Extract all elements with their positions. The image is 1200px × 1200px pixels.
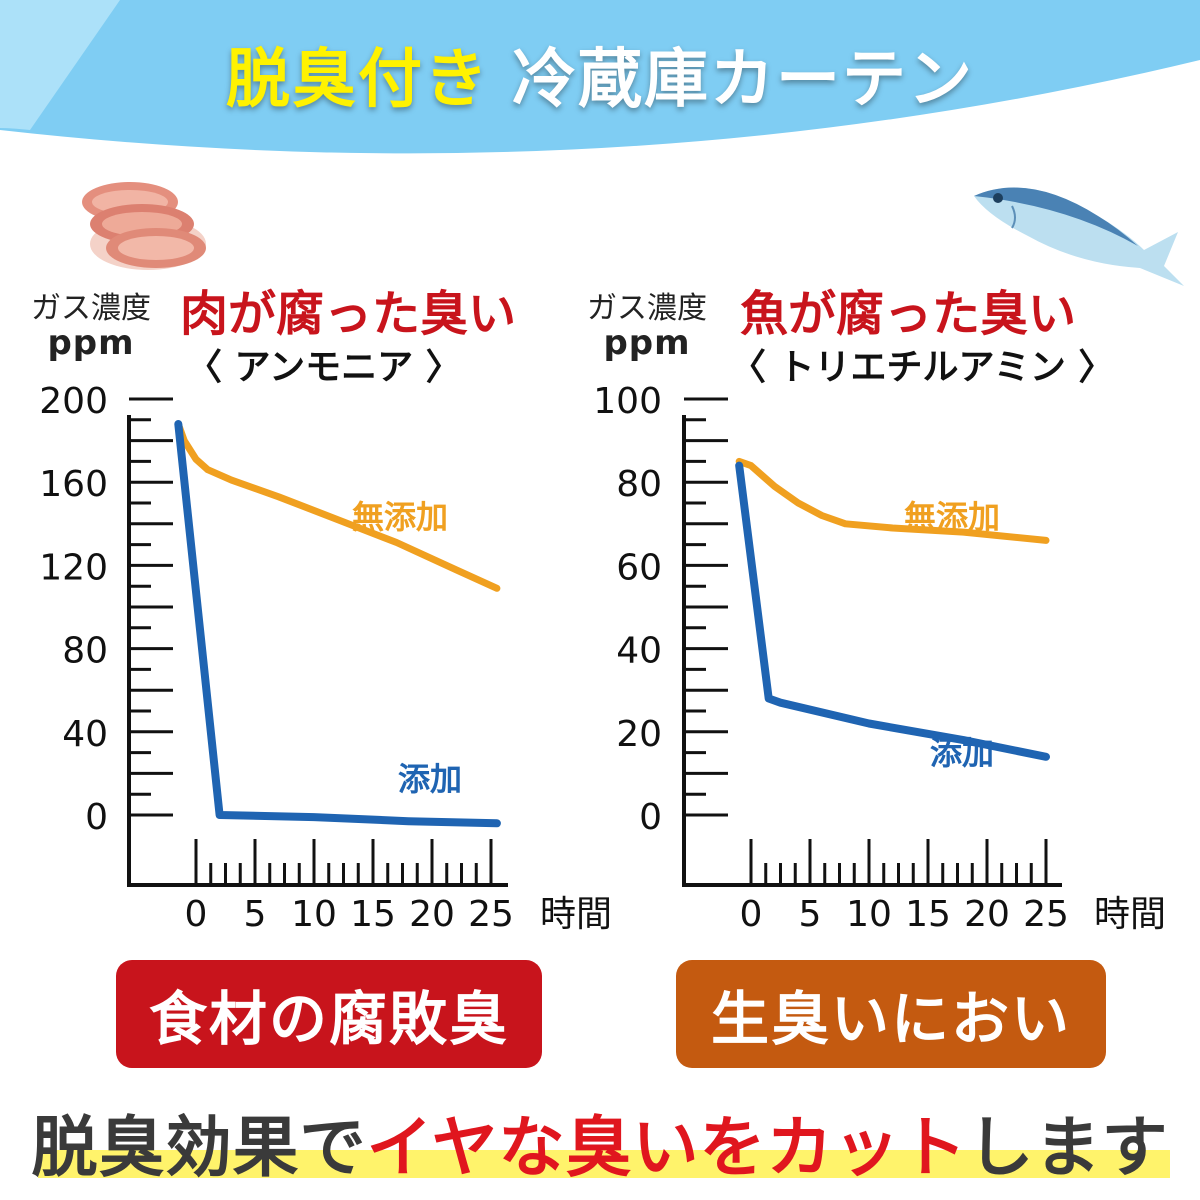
left-x-axis-label: 時間 xyxy=(540,894,612,935)
footer-highlight-band xyxy=(38,1150,1170,1178)
rotting-food-odor-label: 食材の腐敗臭 xyxy=(116,960,542,1068)
header-banner xyxy=(0,0,1200,154)
left-x-tick-label: 15 xyxy=(350,894,396,935)
left-y-tick-label: 0 xyxy=(85,797,108,838)
right-y-tick-label: 20 xyxy=(616,714,662,755)
left-y-tick-label: 120 xyxy=(39,547,108,588)
footer-part1: 脱臭効果で xyxy=(31,1109,367,1186)
title-rest: 冷蔵庫カーテン xyxy=(512,43,974,117)
footer-part3: します xyxy=(967,1109,1169,1186)
left-y-tick-label: 40 xyxy=(62,714,108,755)
left-ylabel-unit: ppm xyxy=(47,323,135,363)
right-ylabel-unit: ppm xyxy=(603,323,691,363)
fishy-odor-label: 生臭いにおい xyxy=(676,960,1106,1068)
left-series-label-no-additive: 無添加 xyxy=(352,498,448,536)
footer-message: 脱臭効果でイヤな臭いをカットします xyxy=(0,1094,1200,1190)
right-x-tick-label: 0 xyxy=(740,894,763,935)
right-x-tick-label: 20 xyxy=(964,894,1010,935)
title-highlight: 脱臭付き xyxy=(226,43,490,117)
left-x-tick-label: 20 xyxy=(409,894,455,935)
left-x-tick-label: 25 xyxy=(468,894,514,935)
left-x-tick-label: 10 xyxy=(291,894,337,935)
right-series-label-added: 添加 xyxy=(930,734,994,772)
left-series-label-added: 添加 xyxy=(398,760,462,798)
footer-part2: イヤな臭いをカット xyxy=(366,1109,968,1186)
right-x-tick-label: 15 xyxy=(905,894,951,935)
page-title: 脱臭付き 冷蔵庫カーテン xyxy=(0,28,1200,120)
right-x-axis-label: 時間 xyxy=(1094,894,1166,935)
right-series-line-added xyxy=(735,461,1050,761)
right-axes xyxy=(682,415,1062,887)
fish-icon xyxy=(974,187,1184,286)
left-y-tick-label: 160 xyxy=(39,464,108,505)
right-y-tick-label: 100 xyxy=(593,381,662,422)
right-y-tick-label: 80 xyxy=(616,464,662,505)
right-x-tick-label: 25 xyxy=(1023,894,1069,935)
right-y-axis-label: ガス濃度 ppm xyxy=(582,292,712,362)
left-y-tick-label: 80 xyxy=(62,631,108,672)
right-series-line-no-additive xyxy=(735,457,1050,544)
left-y-tick-label: 200 xyxy=(39,381,108,422)
left-chart-title: 肉が腐った臭い xyxy=(180,286,517,342)
right-ylabel-text: ガス濃度 xyxy=(587,291,707,326)
left-x-tick-label: 0 xyxy=(185,894,208,935)
right-x-tick-label: 5 xyxy=(799,894,822,935)
left-ylabel-text: ガス濃度 xyxy=(31,291,151,326)
right-y-tick-label: 0 xyxy=(639,797,662,838)
left-x-tick-label: 5 xyxy=(244,894,267,935)
right-x-tick-label: 10 xyxy=(846,894,892,935)
right-y-tick-label: 60 xyxy=(616,547,662,588)
left-series-line-no-additive xyxy=(174,420,501,592)
meat-slices-icon xyxy=(82,182,206,270)
left-y-axis-label: ガス濃度 ppm xyxy=(26,292,156,362)
right-series-label-no-additive: 無添加 xyxy=(904,498,1000,536)
right-chart-title: 魚が腐った臭い xyxy=(740,286,1077,342)
left-series-line-added xyxy=(174,420,501,828)
right-y-tick-label: 40 xyxy=(616,631,662,672)
left-axes xyxy=(127,415,508,887)
left-chart-subtitle: 〈 アンモニア 〉 xyxy=(186,347,462,388)
right-chart-subtitle: 〈 トリエチルアミン 〉 xyxy=(730,347,1115,388)
